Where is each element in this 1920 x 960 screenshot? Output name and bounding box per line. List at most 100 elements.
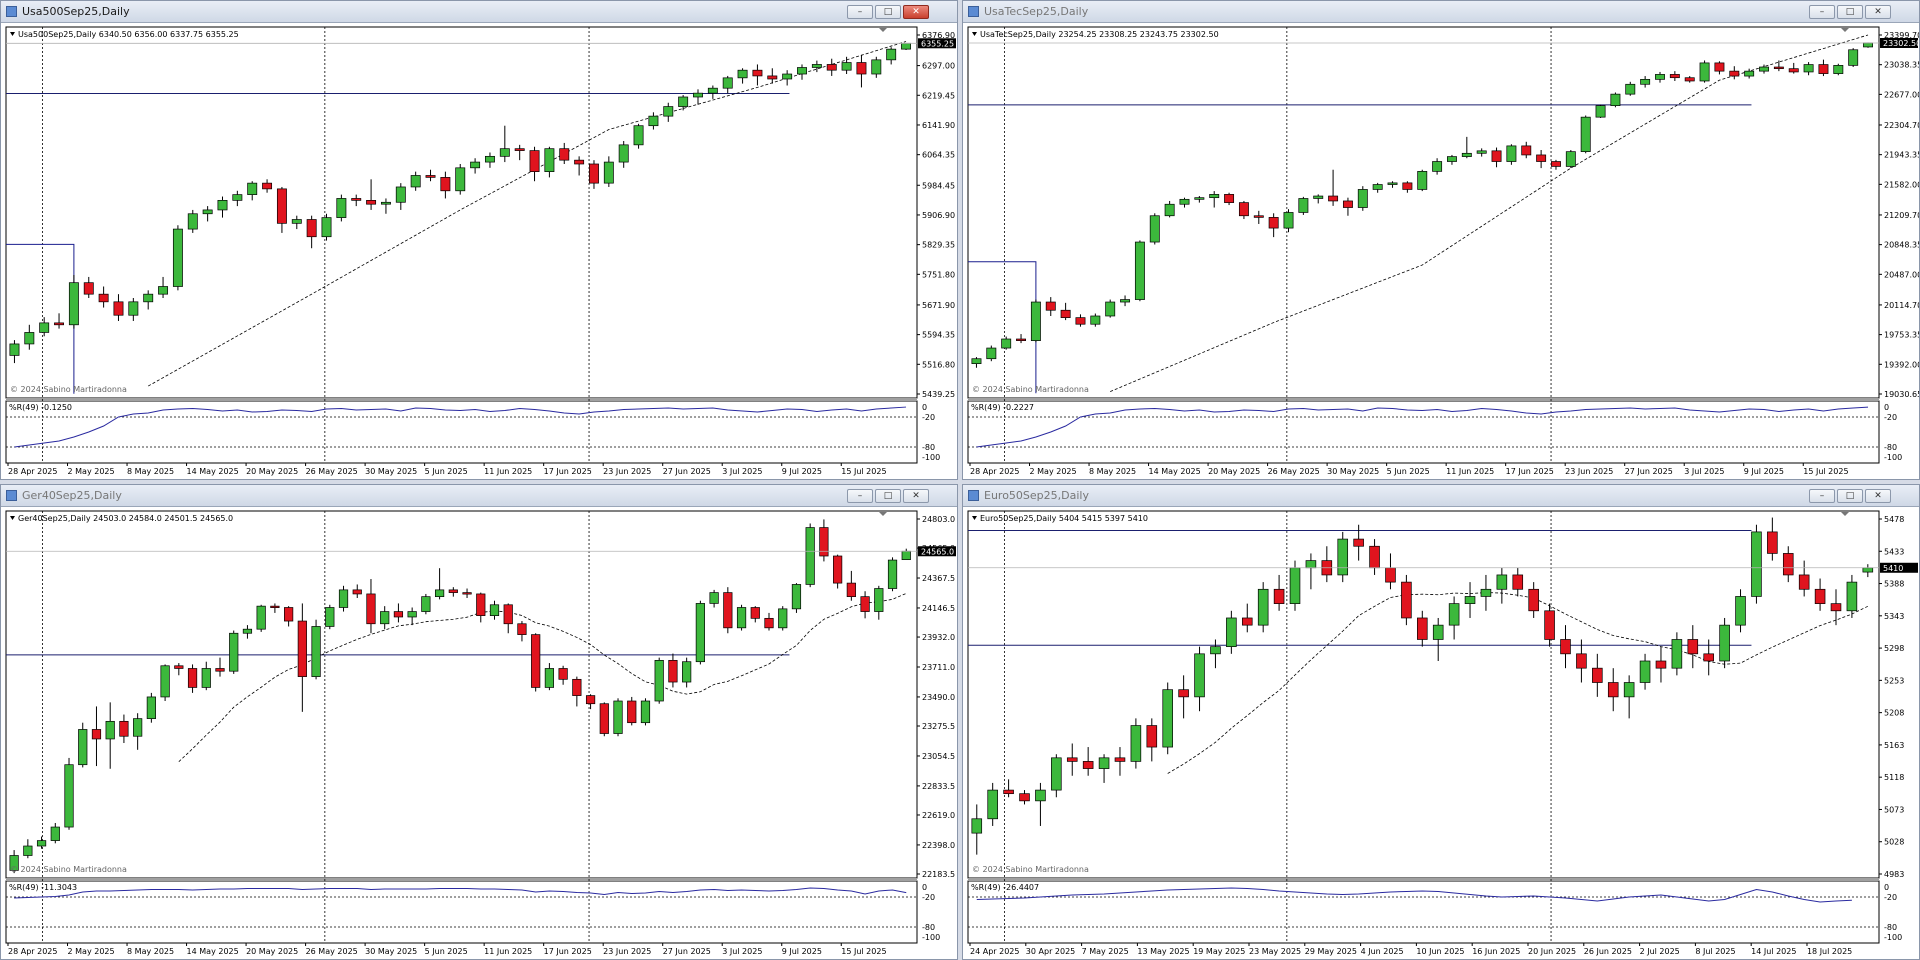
candle[interactable] xyxy=(1595,104,1606,118)
candle[interactable] xyxy=(1298,196,1309,215)
candle[interactable] xyxy=(1164,200,1175,218)
candle[interactable] xyxy=(1194,646,1205,712)
candle[interactable] xyxy=(119,714,129,744)
price-pane[interactable] xyxy=(5,510,918,879)
info-collapse-icon[interactable] xyxy=(972,516,977,520)
candle[interactable] xyxy=(544,663,555,691)
candle[interactable] xyxy=(886,47,897,65)
candle[interactable] xyxy=(572,676,582,707)
candle[interactable] xyxy=(1146,718,1158,762)
candle[interactable] xyxy=(489,600,500,620)
window-titlebar[interactable]: Usa500Sep25,Daily – □ ✕ xyxy=(1,1,957,23)
candle[interactable] xyxy=(791,583,802,613)
candle[interactable] xyxy=(1610,92,1621,108)
chart-shift-icon[interactable] xyxy=(879,512,887,516)
maximize-button[interactable]: □ xyxy=(1837,5,1863,19)
candle[interactable] xyxy=(24,324,35,350)
candle[interactable] xyxy=(1576,639,1587,683)
candle[interactable] xyxy=(407,607,417,626)
candle[interactable] xyxy=(9,850,19,874)
candle[interactable] xyxy=(887,557,898,592)
minimize-button[interactable]: – xyxy=(1809,489,1835,503)
candle[interactable] xyxy=(321,213,332,241)
candle[interactable] xyxy=(229,630,239,674)
candle[interactable] xyxy=(1623,675,1635,719)
candle[interactable] xyxy=(1448,596,1460,640)
candle[interactable] xyxy=(640,698,651,726)
chart-window-3[interactable]: Ger40Sep25,Daily –□✕ 24803.0 24565.0 24367.5… xyxy=(0,484,958,960)
candle[interactable] xyxy=(276,186,287,233)
candle[interactable] xyxy=(1461,136,1472,159)
candle[interactable] xyxy=(1607,668,1619,712)
candle[interactable] xyxy=(736,604,747,631)
candle[interactable] xyxy=(1655,646,1667,683)
indicator-pane[interactable] xyxy=(967,880,1880,944)
candle[interactable] xyxy=(503,603,513,634)
candle[interactable] xyxy=(380,198,391,214)
candle[interactable] xyxy=(517,621,527,642)
candle[interactable] xyxy=(1798,560,1810,597)
candle[interactable] xyxy=(297,603,307,712)
candle[interactable] xyxy=(1402,181,1413,193)
candle[interactable] xyxy=(187,664,198,693)
candle[interactable] xyxy=(448,587,458,597)
candle[interactable] xyxy=(1401,574,1412,626)
candle[interactable] xyxy=(1372,182,1383,193)
candle[interactable] xyxy=(1273,574,1285,611)
candle[interactable] xyxy=(1560,625,1571,669)
candle[interactable] xyxy=(987,782,998,826)
candle[interactable] xyxy=(833,554,843,589)
maximize-button[interactable]: □ xyxy=(875,5,901,19)
chart-canvas[interactable]: 24803.0 24565.0 24367.5 24146.5 23932.0 23711… xyxy=(1,507,957,959)
candle[interactable] xyxy=(434,568,445,600)
candle[interactable] xyxy=(91,706,102,767)
candle[interactable] xyxy=(819,519,829,562)
chart-canvas[interactable]: 5478 5433 5388 5343 5298 5253 5208 5163 5118 5073… xyxy=(963,507,1919,959)
candle[interactable] xyxy=(1209,191,1220,208)
candle[interactable] xyxy=(1767,517,1778,561)
candle[interactable] xyxy=(217,196,228,218)
candle[interactable] xyxy=(1105,299,1116,318)
maximize-button[interactable]: □ xyxy=(875,489,901,503)
candle[interactable] xyxy=(1003,779,1014,798)
candle[interactable] xyxy=(782,70,793,86)
candle[interactable] xyxy=(232,190,243,207)
candle[interactable] xyxy=(1241,603,1253,633)
candle[interactable] xyxy=(1684,76,1695,83)
candle[interactable] xyxy=(1432,617,1444,661)
candle[interactable] xyxy=(1098,754,1110,783)
candle[interactable] xyxy=(589,160,599,189)
candle[interactable] xyxy=(393,603,404,623)
candle[interactable] xyxy=(871,56,882,78)
candle[interactable] xyxy=(1512,567,1524,597)
candle[interactable] xyxy=(1687,625,1699,669)
window-titlebar[interactable]: Ger40Sep25,Daily – □ ✕ xyxy=(1,485,957,507)
candle[interactable] xyxy=(336,194,347,222)
candle[interactable] xyxy=(256,604,266,632)
candle[interactable] xyxy=(1268,213,1279,238)
candle[interactable] xyxy=(826,58,837,76)
candle[interactable] xyxy=(160,664,170,702)
candle[interactable] xyxy=(1782,546,1794,583)
chart-canvas[interactable]: 23399.70 23038.35 22677.00 22304.70 21943.35… xyxy=(963,23,1919,479)
candle[interactable] xyxy=(1353,524,1364,561)
chart-window-1[interactable]: Usa500Sep25,Daily – □ ✕ 6376.90 6297.00 6219.4… xyxy=(0,0,958,480)
candle[interactable] xyxy=(36,836,47,849)
candle[interactable] xyxy=(1744,68,1755,79)
chart-shift-icon[interactable] xyxy=(1841,512,1849,516)
candle[interactable] xyxy=(737,68,748,84)
candle[interactable] xyxy=(627,696,637,726)
candle[interactable] xyxy=(1179,197,1190,208)
minimize-button[interactable]: – xyxy=(1809,5,1835,19)
candle[interactable] xyxy=(133,713,143,750)
candle[interactable] xyxy=(750,606,760,623)
candle[interactable] xyxy=(462,588,472,599)
candle[interactable] xyxy=(874,585,884,620)
candle[interactable] xyxy=(366,179,377,210)
candle[interactable] xyxy=(971,357,982,368)
candle[interactable] xyxy=(1134,240,1145,302)
candle[interactable] xyxy=(78,722,88,768)
candle[interactable] xyxy=(1149,213,1160,245)
candle[interactable] xyxy=(1342,197,1353,216)
candle[interactable] xyxy=(201,661,211,691)
